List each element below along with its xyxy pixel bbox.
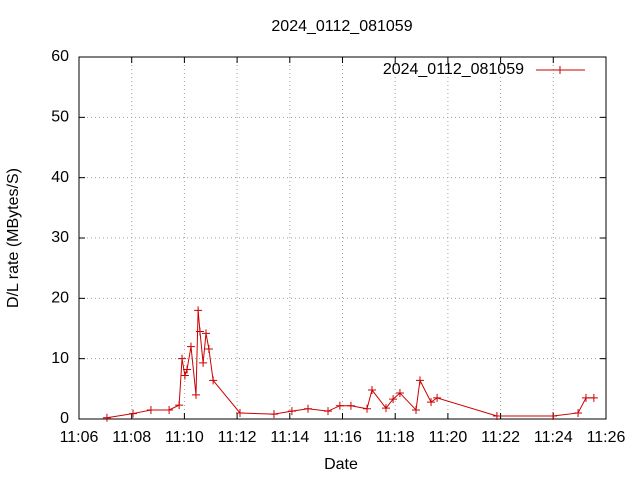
data-point bbox=[178, 354, 187, 363]
data-point bbox=[415, 376, 424, 385]
y-tick-label: 30 bbox=[51, 229, 69, 246]
data-point bbox=[574, 408, 583, 417]
y-tick-label: 60 bbox=[51, 48, 69, 65]
x-tick-label: 11:16 bbox=[323, 429, 362, 446]
x-tick-label: 11:08 bbox=[112, 429, 151, 446]
data-point bbox=[581, 393, 590, 402]
data-line bbox=[106, 310, 594, 419]
data-point bbox=[492, 411, 501, 420]
data-point bbox=[324, 407, 333, 416]
plot-border bbox=[78, 56, 607, 420]
x-tick-label: 11:26 bbox=[587, 429, 626, 446]
data-point bbox=[209, 376, 218, 385]
x-tick-label: 11:12 bbox=[218, 429, 257, 446]
data-point bbox=[146, 405, 155, 414]
data-point bbox=[180, 371, 189, 380]
data-point bbox=[427, 398, 436, 407]
y-tick-label: 50 bbox=[51, 109, 69, 126]
data-point bbox=[549, 411, 558, 420]
data-point bbox=[269, 410, 278, 419]
data-point bbox=[395, 389, 404, 398]
data-point bbox=[129, 409, 138, 418]
data-point bbox=[381, 404, 390, 413]
data-point bbox=[191, 390, 200, 399]
data-point bbox=[175, 401, 184, 410]
data-point bbox=[102, 413, 111, 422]
data-point bbox=[165, 405, 174, 414]
y-tick-label: 0 bbox=[60, 410, 69, 427]
x-axis-label: Date bbox=[324, 456, 358, 473]
data-point bbox=[589, 393, 598, 402]
data-point bbox=[412, 405, 421, 414]
data-point bbox=[433, 393, 442, 402]
data-point bbox=[235, 408, 244, 417]
data-point bbox=[303, 404, 312, 413]
x-tick-label: 11:24 bbox=[534, 429, 573, 446]
x-tick-label: 11:22 bbox=[481, 429, 520, 446]
data-point bbox=[202, 329, 211, 338]
data-point bbox=[186, 342, 195, 351]
y-tick-label: 40 bbox=[51, 169, 69, 186]
data-point bbox=[389, 395, 398, 404]
data-point bbox=[199, 358, 208, 367]
data-point bbox=[204, 345, 213, 354]
data-point bbox=[368, 386, 377, 395]
chart-title: 2024_0112_081059 bbox=[271, 18, 412, 35]
data-point bbox=[183, 365, 192, 374]
data-point bbox=[194, 306, 203, 315]
data-point bbox=[363, 404, 372, 413]
y-tick-label: 20 bbox=[51, 290, 69, 307]
data-point bbox=[335, 401, 344, 410]
x-tick-label: 11:14 bbox=[270, 429, 309, 446]
y-axis-label: D/L rate (MBytes/S) bbox=[5, 168, 22, 308]
legend-label: 2024_0112_081059 bbox=[383, 61, 524, 78]
x-tick-label: 11:18 bbox=[376, 429, 415, 446]
data-point bbox=[195, 327, 204, 336]
x-tick-label: 11:10 bbox=[165, 429, 204, 446]
legend-marker bbox=[556, 66, 564, 74]
data-point bbox=[346, 401, 355, 410]
data-point bbox=[287, 407, 296, 416]
x-tick-label: 11:20 bbox=[428, 429, 467, 446]
y-tick-label: 10 bbox=[51, 350, 69, 367]
x-tick-label: 11:06 bbox=[60, 429, 99, 446]
